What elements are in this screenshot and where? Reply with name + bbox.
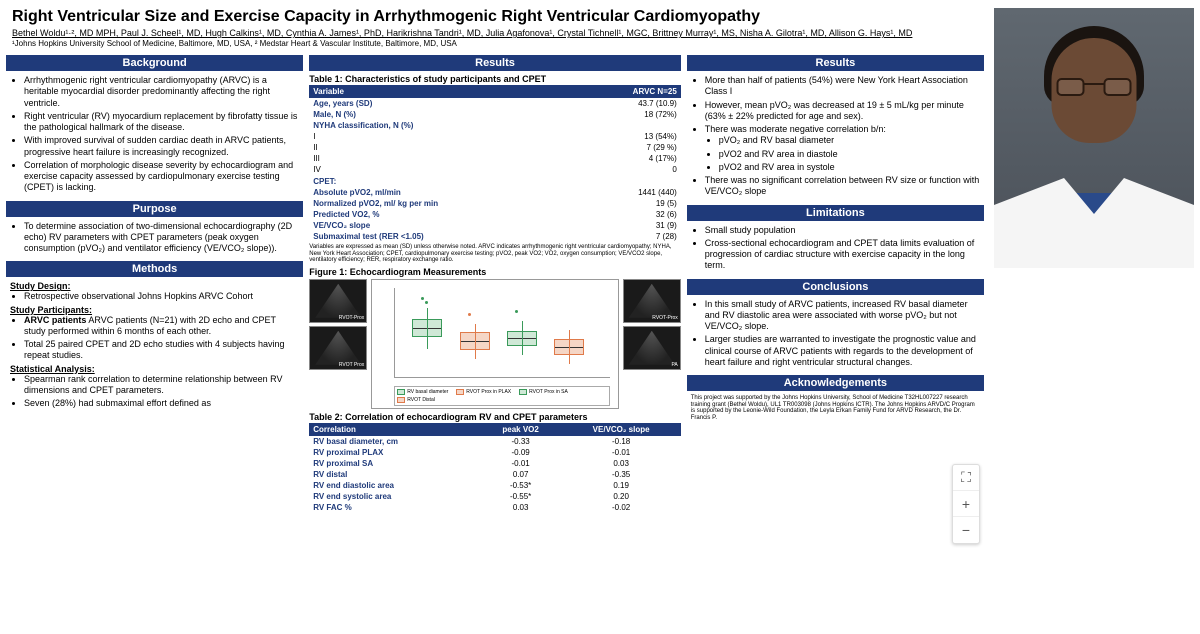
affiliations: ¹Johns Hopkins University School of Medi… [12,39,978,48]
conc-item: In this small study of ARVC patients, in… [705,299,980,333]
res-item: There was no significant correlation bet… [705,175,980,198]
zoom-out-button[interactable]: − [953,517,979,543]
methods-part: Total 25 paired CPET and 2D echo studies… [24,339,299,362]
echo-image: RVOT-Prox [309,279,367,323]
bg-item: With improved survival of sudden cardiac… [24,135,299,158]
echo-image: RVOT Prox [309,326,367,370]
column-mid: Results Table 1: Characteristics of stud… [309,52,681,513]
bg-item: Right ventricular (RV) myocardium replac… [24,111,299,134]
zoom-in-button[interactable]: + [953,491,979,517]
bg-item: Arrhythmogenic right ventricular cardiom… [24,75,299,109]
poster-title: Right Ventricular Size and Exercise Capa… [12,8,978,26]
table2-caption: Table 2: Correlation of echocardiogram R… [309,412,681,422]
methods-stat-h: Statistical Analysis: [10,364,299,374]
header-results: Results [309,55,681,71]
conc-item: Larger studies are warranted to investig… [705,334,980,368]
lim-item: Cross-sectional echocardiogram and CPET … [705,238,980,272]
zoom-controls: ⛶ + − [952,464,980,544]
methods-design: Retrospective observational Johns Hopkin… [24,291,299,302]
presenter-photo [994,8,1194,268]
header-limitations: Limitations [687,205,984,221]
purpose-item: To determine association of two-dimensio… [24,221,299,255]
header-results2: Results [687,55,984,71]
fig1-caption: Figure 1: Echocardiogram Measurements [309,267,681,277]
column-left: Background Arrhythmogenic right ventricu… [6,52,303,513]
table1-caption: Table 1: Characteristics of study partic… [309,74,681,84]
poster: Right Ventricular Size and Exercise Capa… [0,0,990,634]
res-item: There was moderate negative correlation … [705,124,980,173]
table2: Correlationpeak VO2VE/VCO₂ slope RV basa… [309,423,681,513]
lim-item: Small study population [705,225,980,236]
table1: VariableARVC N=25 Age, years (SD)43.7 (1… [309,85,681,242]
bg-item: Correlation of morphologic disease sever… [24,160,299,194]
methods-design-h: Study Design: [10,281,299,291]
header-conclusions: Conclusions [687,279,984,295]
methods-stat: Seven (28%) had submaximal effort define… [24,398,299,409]
authors: Bethel Woldu¹·², MD MPH, Paul J. Scheel¹… [12,28,978,38]
echo-image: PA [623,326,681,370]
echo-image: RVOT-Prox [623,279,681,323]
header-background: Background [6,55,303,71]
boxplot-legend: RV basal diameter RVOT Prox in PLAX RVOT… [394,386,610,406]
methods-part-h: Study Participants: [10,305,299,315]
header-purpose: Purpose [6,201,303,217]
figure1: RVOT-Prox RVOT Prox RV basal diameter RV… [309,279,681,409]
ack-text: This project was supported by the Johns … [687,393,984,423]
methods-stat: Spearman rank correlation to determine r… [24,374,299,397]
header-ack: Acknowledgements [687,375,984,391]
boxplot: RV basal diameter RVOT Prox in PLAX RVOT… [371,279,619,409]
res-item: However, mean pVO₂ was decreased at 19 ±… [705,100,980,123]
expand-button[interactable]: ⛶ [953,465,979,491]
methods-part: ARVC patients ARVC patients (N=21) with … [24,315,299,338]
column-right: Results More than half of patients (54%)… [687,52,984,513]
table1-note: Variables are expressed as mean (SD) unl… [309,244,681,264]
res-item: More than half of patients (54%) were Ne… [705,75,980,98]
header-methods: Methods [6,261,303,277]
